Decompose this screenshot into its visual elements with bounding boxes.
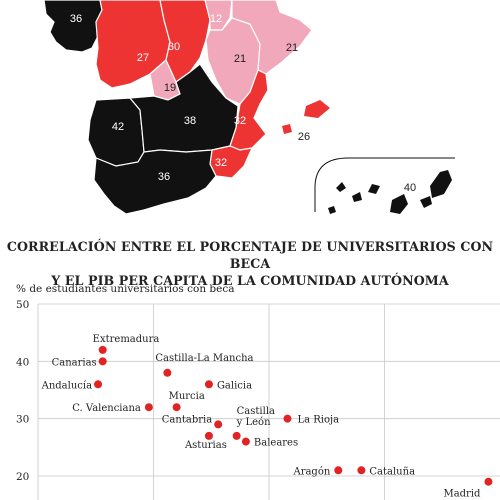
point-label-cataluna: Cataluña bbox=[369, 466, 415, 477]
map-label-baleares: 26 bbox=[298, 131, 310, 143]
point-label-baleares: Baleares bbox=[254, 438, 298, 449]
y-axis-label: % de estudiantes universitarios con beca bbox=[16, 283, 235, 295]
spain-map: 36 27 30 12 21 21 19 42 38 32 26 32 36 4… bbox=[43, 0, 455, 215]
point-asturias[interactable] bbox=[204, 431, 213, 440]
grid bbox=[37, 303, 500, 500]
map-label-castilla-la-mancha: 38 bbox=[184, 115, 196, 127]
chart-title: CORRELACIÓN ENTRE EL PORCENTAJE DE UNIVE… bbox=[0, 238, 500, 289]
point-label-canarias: Canarias bbox=[52, 357, 97, 368]
point-castilla-y-leon[interactable] bbox=[232, 431, 241, 440]
map-label-murcia: 32 bbox=[215, 157, 227, 169]
region-cataluna[interactable] bbox=[231, 0, 313, 75]
region-baleares[interactable] bbox=[282, 100, 330, 134]
point-madrid[interactable] bbox=[484, 477, 493, 486]
canarias-inset-frame bbox=[314, 157, 455, 212]
y-tick-label: 50 bbox=[16, 299, 29, 311]
point-extremadura[interactable] bbox=[98, 345, 107, 354]
map-label-extremadura: 42 bbox=[112, 121, 124, 133]
point-castilla-la-mancha[interactable] bbox=[163, 368, 172, 377]
point-label-extremadura: Extremadura bbox=[93, 334, 160, 345]
point-canarias[interactable] bbox=[98, 357, 107, 366]
point-label-madrid: Madrid bbox=[443, 489, 481, 500]
data-points: Extremadura Canarias Andalucía Castilla-La … bbox=[41, 334, 493, 500]
point-andalucia[interactable] bbox=[94, 380, 103, 389]
map-label-navarra: 12 bbox=[210, 13, 222, 25]
point-label-galicia: Galicia bbox=[217, 380, 252, 391]
y-tick-label: 30 bbox=[16, 414, 29, 426]
point-label-castilla-y-leon: Castilla bbox=[237, 406, 275, 417]
map-label-galicia: 36 bbox=[70, 13, 82, 25]
y-tick-label: 20 bbox=[16, 471, 29, 483]
map-label-andalucia: 36 bbox=[158, 171, 170, 183]
point-galicia[interactable] bbox=[204, 380, 213, 389]
point-cantabria[interactable] bbox=[214, 420, 223, 429]
map-label-c-valenciana: 32 bbox=[234, 115, 246, 127]
map-label-cataluna: 21 bbox=[286, 42, 298, 54]
region-andalucia[interactable] bbox=[93, 149, 217, 215]
point-baleares[interactable] bbox=[241, 437, 250, 446]
scatter-plot: 50 40 30 20 Extremadura Canarias Andalucía Cas… bbox=[16, 299, 500, 500]
point-label-asturias: Asturias bbox=[184, 440, 227, 451]
map-label-la-rioja: 30 bbox=[168, 41, 180, 53]
point-label-castilla-y-leon: y León bbox=[236, 417, 271, 428]
point-label-cantabria: Cantabria bbox=[162, 414, 212, 425]
region-canarias[interactable] bbox=[328, 170, 452, 214]
map-label-canarias: 40 bbox=[404, 182, 416, 194]
point-label-c-valenciana: C. Valenciana bbox=[72, 403, 141, 414]
map-label-castilla-y-leon: 27 bbox=[137, 52, 149, 64]
point-la-rioja[interactable] bbox=[283, 414, 292, 423]
point-aragon[interactable] bbox=[334, 466, 343, 475]
chart-title-line-2: Y EL PIB PER CAPITA DE LA COMUNIDAD AUTÓ… bbox=[51, 273, 449, 288]
region-galicia[interactable] bbox=[43, 0, 103, 53]
chart-title-line-1: CORRELACIÓN ENTRE EL PORCENTAJE DE UNIVE… bbox=[6, 239, 494, 271]
point-c-valenciana[interactable] bbox=[144, 403, 153, 412]
point-label-murcia: Murcia bbox=[169, 391, 205, 402]
point-cataluna[interactable] bbox=[357, 466, 366, 475]
point-label-la-rioja: La Rioja bbox=[297, 415, 339, 426]
map-label-madrid: 19 bbox=[164, 82, 176, 94]
point-label-aragon: Aragón bbox=[292, 466, 330, 477]
y-ticks: 50 40 30 20 bbox=[16, 299, 29, 483]
point-murcia[interactable] bbox=[172, 403, 181, 412]
point-label-andalucia: Andalucía bbox=[41, 380, 92, 391]
y-tick-label: 40 bbox=[16, 356, 29, 368]
point-label-castilla-la-mancha: Castilla-La Mancha bbox=[155, 353, 253, 364]
map-label-aragon: 21 bbox=[234, 53, 246, 65]
